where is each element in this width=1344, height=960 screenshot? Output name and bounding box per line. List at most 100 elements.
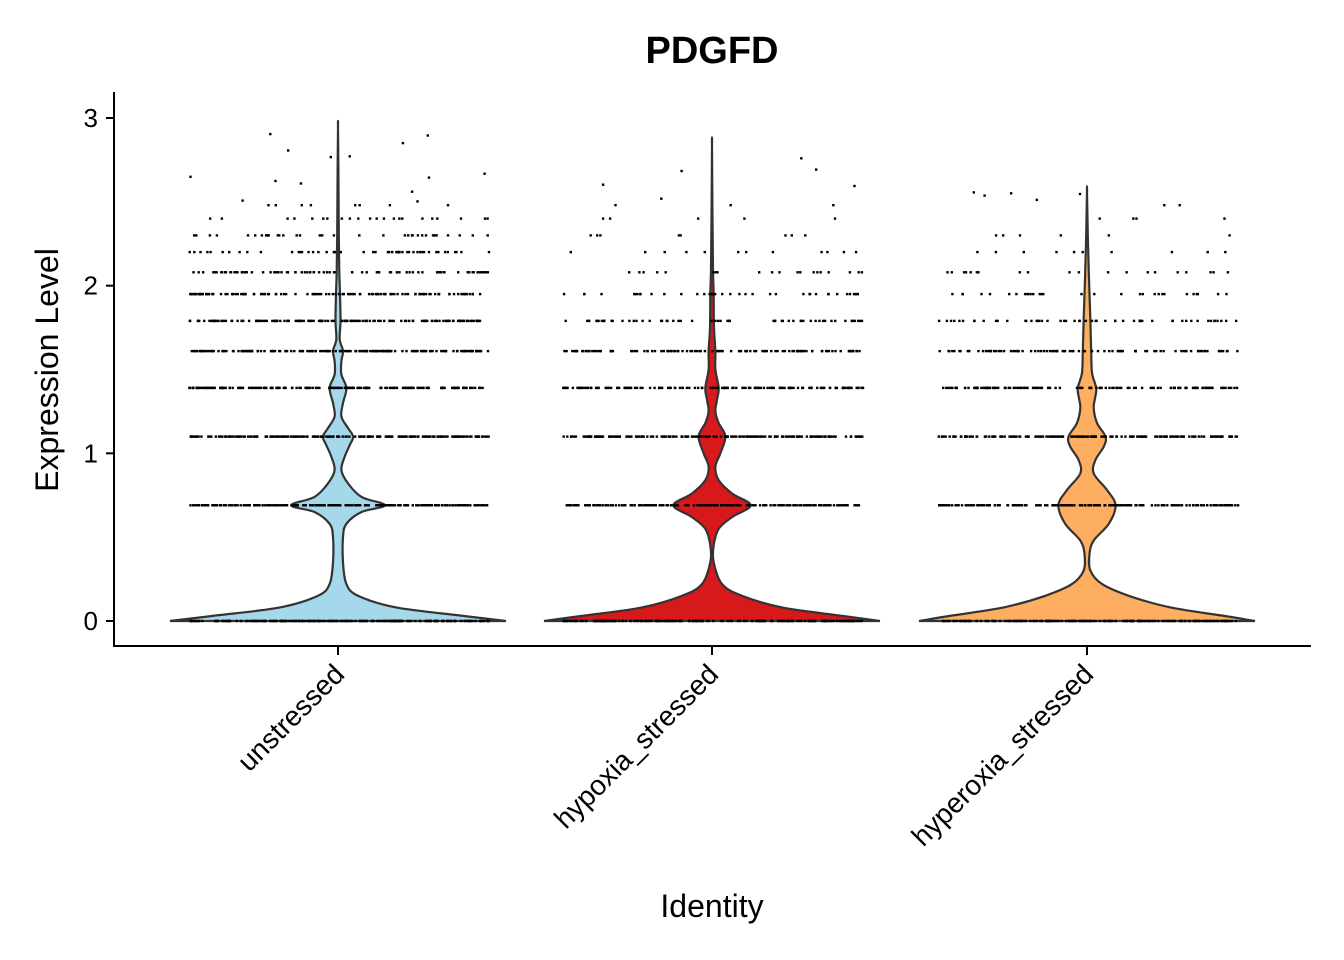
jitter-point: [804, 234, 807, 237]
jitter-point: [424, 435, 428, 438]
jitter-point: [1021, 349, 1024, 353]
jitter-point: [310, 619, 314, 623]
jitter-point: [297, 619, 300, 623]
jitter-point-outlier: [1009, 192, 1013, 195]
jitter-point: [304, 504, 307, 507]
jitter-point: [738, 619, 742, 623]
jitter-point: [446, 435, 449, 438]
jitter-point: [679, 619, 683, 623]
jitter-point: [624, 619, 627, 623]
jitter-point: [197, 386, 201, 390]
jitter-point: [776, 349, 779, 353]
jitter-point: [1179, 386, 1182, 390]
jitter-point: [291, 504, 294, 507]
jitter-point: [856, 619, 859, 623]
jitter-point: [377, 292, 380, 296]
jitter-point: [333, 250, 336, 254]
jitter-point: [1157, 504, 1160, 507]
jitter-point: [1052, 504, 1055, 507]
jitter-point: [375, 271, 379, 274]
jitter-point: [1134, 349, 1137, 353]
jitter-point: [293, 349, 296, 353]
jitter-point: [715, 504, 719, 507]
jitter-point: [847, 349, 851, 353]
jitter-point: [194, 435, 197, 438]
jitter-point: [571, 619, 574, 623]
jitter-point: [803, 619, 807, 623]
jitter-point: [221, 349, 224, 353]
jitter-point: [997, 386, 1000, 390]
jitter-point: [419, 250, 422, 254]
jitter-point: [310, 349, 314, 353]
jitter-point: [486, 234, 489, 237]
jitter-point: [675, 435, 678, 438]
jitter-point: [356, 319, 360, 323]
jitter-point: [438, 271, 441, 274]
jitter-point: [689, 349, 692, 353]
jitter-point: [416, 234, 420, 237]
jitter-point: [1120, 386, 1123, 390]
jitter-point: [365, 386, 368, 390]
jitter-point: [964, 386, 967, 390]
jitter-point: [1018, 271, 1021, 274]
jitter-point: [448, 292, 451, 296]
jitter-point: [1094, 619, 1097, 623]
jitter-point: [461, 292, 465, 296]
jitter-point: [1138, 292, 1142, 296]
jitter-point: [975, 435, 978, 438]
jitter-point: [397, 619, 400, 623]
jitter-point: [725, 435, 729, 438]
jitter-point: [290, 349, 293, 353]
jitter-point: [665, 319, 668, 323]
jitter-point: [405, 504, 408, 507]
jitter-point: [1096, 349, 1100, 353]
jitter-point: [1063, 349, 1067, 353]
jitter-point: [1051, 349, 1054, 353]
jitter-point: [192, 619, 195, 623]
jitter-point: [297, 250, 300, 254]
jitter-point: [219, 504, 222, 507]
jitter-point: [247, 386, 251, 390]
jitter-point: [744, 386, 747, 390]
jitter-point: [446, 234, 450, 237]
jitter-point: [225, 435, 228, 438]
jitter-point: [466, 349, 469, 353]
jitter-point: [1081, 619, 1084, 623]
jitter-point: [768, 386, 772, 390]
jitter-point: [311, 435, 315, 438]
jitter-point: [377, 271, 381, 274]
jitter-point: [267, 234, 270, 237]
jitter-point: [818, 504, 821, 507]
jitter-point: [771, 250, 775, 254]
jitter-point: [221, 250, 224, 254]
jitter-point: [208, 319, 211, 323]
jitter-point: [272, 619, 276, 623]
jitter-point: [825, 504, 829, 507]
jitter-point: [951, 349, 954, 353]
jitter-point: [405, 271, 408, 274]
jitter-point: [428, 435, 432, 438]
jitter-point: [663, 292, 666, 296]
jitter-point: [635, 619, 638, 623]
jitter-point: [854, 504, 857, 507]
jitter-point: [424, 619, 427, 623]
jitter-point: [1139, 435, 1142, 438]
jitter-point: [276, 504, 279, 507]
jitter-point: [1126, 504, 1129, 507]
jitter-point: [193, 234, 196, 237]
jitter-point: [212, 349, 215, 353]
jitter-point: [762, 386, 766, 390]
jitter-point: [284, 292, 288, 296]
jitter-point: [262, 619, 266, 623]
jitter-point: [1151, 319, 1154, 323]
jitter-point: [318, 386, 321, 390]
jitter-point: [703, 292, 706, 296]
jitter-point: [348, 504, 351, 507]
jitter-point: [261, 292, 264, 296]
jitter-point: [1025, 386, 1029, 390]
jitter-point: [1209, 619, 1212, 623]
jitter-point: [1085, 435, 1088, 438]
jitter-point: [685, 349, 689, 353]
jitter-point: [420, 504, 423, 507]
jitter-point: [1032, 619, 1035, 623]
